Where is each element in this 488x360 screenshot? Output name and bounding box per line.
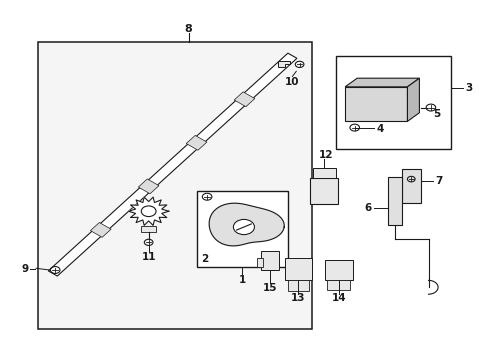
Text: 7: 7	[434, 176, 442, 186]
Text: 4: 4	[375, 124, 383, 134]
Bar	[39, 42, 311, 329]
Bar	[401, 169, 420, 203]
Text: 15: 15	[263, 283, 277, 293]
Polygon shape	[90, 222, 111, 237]
Circle shape	[233, 219, 254, 235]
Polygon shape	[48, 53, 296, 276]
Bar	[345, 87, 407, 121]
Text: 11: 11	[141, 252, 156, 262]
Text: 5: 5	[433, 109, 440, 119]
Bar	[327, 280, 350, 290]
Text: 3: 3	[464, 84, 471, 93]
Bar	[285, 258, 311, 280]
Text: 12: 12	[319, 150, 333, 160]
Bar	[196, 190, 287, 266]
Text: 14: 14	[331, 293, 346, 303]
Bar	[257, 258, 263, 266]
Text: 2: 2	[201, 254, 208, 264]
Polygon shape	[186, 135, 206, 150]
Polygon shape	[128, 197, 168, 225]
Polygon shape	[345, 78, 419, 87]
Text: 8: 8	[184, 24, 192, 34]
Text: 10: 10	[285, 77, 299, 87]
Text: 6: 6	[364, 203, 371, 213]
Bar	[312, 168, 335, 179]
Bar	[387, 177, 401, 225]
Bar	[309, 179, 337, 204]
Polygon shape	[138, 179, 159, 194]
Polygon shape	[209, 203, 284, 246]
Bar	[335, 56, 449, 149]
Polygon shape	[234, 92, 254, 107]
Polygon shape	[278, 61, 289, 67]
Bar	[287, 280, 308, 291]
Text: 13: 13	[290, 293, 305, 303]
Text: 9: 9	[22, 264, 29, 274]
Polygon shape	[407, 78, 419, 121]
Bar	[261, 251, 279, 270]
Text: 1: 1	[238, 275, 245, 285]
Bar	[325, 260, 352, 280]
Polygon shape	[141, 226, 156, 232]
